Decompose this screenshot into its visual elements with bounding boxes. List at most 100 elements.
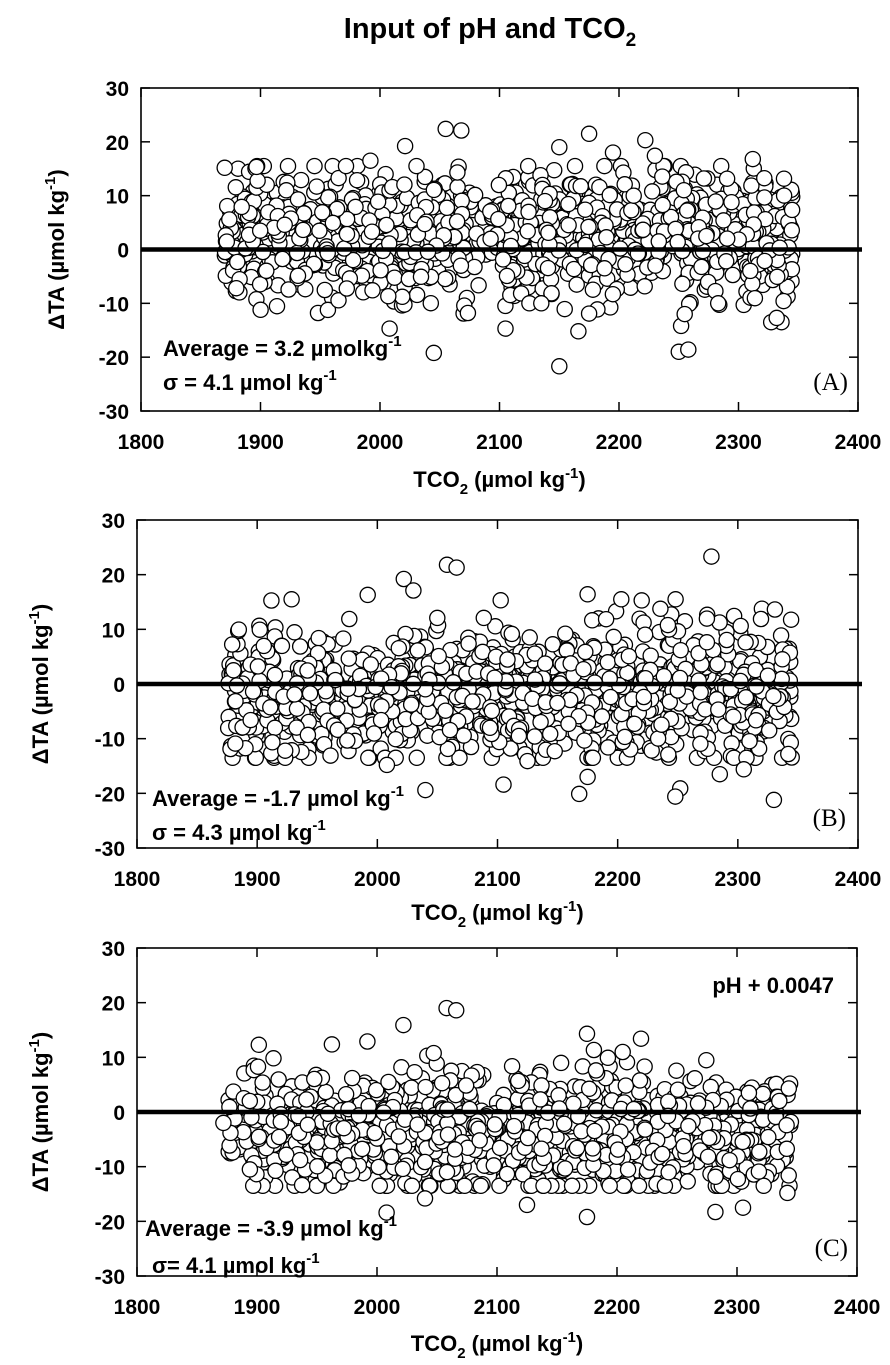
data-point [378, 216, 395, 234]
data-point [551, 138, 568, 156]
data-point [301, 685, 319, 702]
data-point [330, 169, 347, 187]
x-tick-label: 1800 [114, 868, 161, 891]
data-point [783, 222, 801, 239]
data-point [270, 1071, 287, 1088]
panel-label: (B) [813, 805, 846, 832]
data-point [737, 634, 754, 651]
data-point [579, 586, 596, 603]
data-point [416, 168, 434, 186]
data-point [448, 213, 466, 230]
data-point [485, 1157, 503, 1174]
data-point [518, 1196, 536, 1214]
data-point [636, 278, 653, 295]
data-point [775, 187, 793, 204]
data-point [698, 227, 715, 245]
data-point [492, 592, 509, 609]
data-point [273, 637, 291, 655]
data-point [223, 636, 241, 653]
data-point [268, 297, 286, 315]
data-point [470, 277, 487, 294]
data-point [568, 276, 585, 293]
data-point [565, 1095, 582, 1112]
data-point [660, 1093, 677, 1110]
data-point [359, 1033, 376, 1050]
data-point [293, 1176, 311, 1194]
data-point [464, 693, 481, 710]
data-point [707, 193, 724, 210]
y-tick-label: 10 [102, 619, 125, 642]
data-point [602, 688, 619, 706]
data-point [718, 170, 736, 187]
data-point [339, 732, 356, 749]
x-tick-label: 2200 [594, 868, 641, 891]
data-point [772, 627, 790, 644]
y-tick-label: -30 [95, 1266, 125, 1289]
data-point [560, 216, 577, 234]
data-point [386, 269, 403, 286]
data-point [718, 230, 736, 247]
data-point [494, 251, 512, 268]
data-point [774, 651, 791, 668]
data-point [724, 266, 742, 284]
data-point [536, 192, 554, 210]
data-point [495, 776, 512, 793]
data-point [541, 725, 559, 743]
data-point [768, 309, 785, 327]
sigma-label: σ = 4.3 µmol kg-1 [152, 817, 326, 845]
data-point [380, 1073, 397, 1091]
data-point [555, 1115, 573, 1133]
data-point [584, 281, 602, 298]
data-point [500, 197, 517, 215]
data-point [751, 1143, 768, 1161]
data-point [782, 611, 800, 628]
data-point [742, 262, 759, 280]
data-point [299, 1116, 317, 1134]
data-point [680, 341, 697, 358]
y-tick-label: -10 [95, 729, 125, 752]
data-point [449, 164, 466, 181]
data-point [251, 621, 269, 638]
data-point [448, 559, 465, 576]
data-point [279, 157, 297, 175]
data-point [250, 1128, 268, 1146]
data-point [598, 229, 615, 246]
data-point [759, 667, 777, 684]
data-point [626, 715, 643, 733]
y-tick-label: -30 [99, 401, 129, 424]
data-point [545, 161, 563, 179]
data-point [409, 1116, 426, 1133]
data-point [486, 1116, 504, 1133]
data-point [362, 656, 380, 673]
data-point [438, 1163, 456, 1181]
data-point [723, 193, 740, 211]
data-point [483, 702, 501, 720]
data-point [556, 300, 573, 318]
data-point [675, 181, 693, 199]
data-point [635, 688, 653, 706]
data-point [585, 1041, 603, 1059]
data-point [310, 629, 327, 647]
panel-3: 1800 1900 2000 2100 2200 2300 2400 -30 -20 -10 0 10… [26, 938, 880, 1362]
x-tick-label: 2100 [474, 1296, 521, 1319]
y-tick-label: 20 [106, 132, 129, 155]
data-point [323, 1036, 341, 1053]
data-point [291, 638, 309, 655]
y-tick-label: 0 [113, 1102, 125, 1125]
data-point [616, 728, 634, 746]
data-point [335, 630, 352, 647]
data-point [289, 191, 307, 208]
data-point [698, 634, 716, 651]
data-point [593, 708, 611, 725]
data-point [362, 152, 379, 169]
data-point [364, 282, 381, 299]
data-point [599, 1049, 617, 1067]
data-point [324, 214, 342, 232]
data-point [625, 187, 642, 204]
data-point [505, 1117, 523, 1135]
data-point [625, 1100, 643, 1118]
x-tick-label: 2100 [476, 431, 523, 454]
data-point [604, 285, 622, 303]
data-point [695, 170, 713, 187]
data-point [425, 181, 443, 199]
